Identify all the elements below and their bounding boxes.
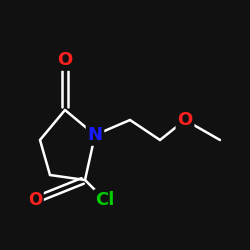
Text: O: O [178,111,192,129]
Text: O: O [58,51,72,69]
Text: N: N [88,126,102,144]
Text: O: O [28,191,42,209]
Text: Cl: Cl [95,191,115,209]
